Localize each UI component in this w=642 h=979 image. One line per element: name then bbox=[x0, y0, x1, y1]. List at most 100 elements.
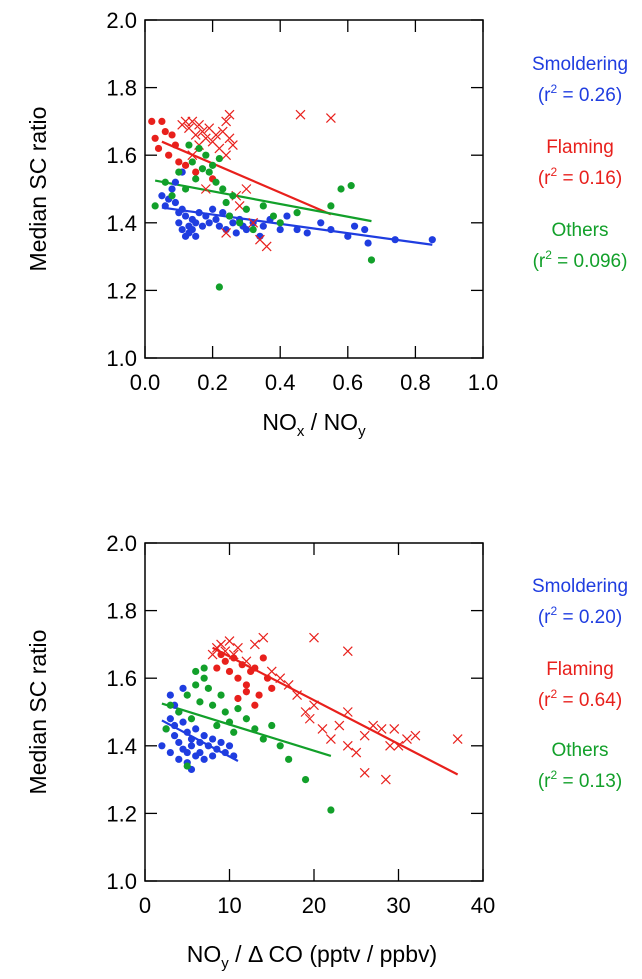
point-flaming-cross bbox=[234, 200, 245, 211]
point-flaming-cross bbox=[228, 649, 239, 660]
x-tick-labels: 0 10 20 30 40 bbox=[139, 893, 495, 918]
point-flaming-cross bbox=[266, 666, 277, 677]
point-flaming-cross bbox=[241, 656, 252, 667]
point-flaming-cross bbox=[220, 646, 231, 657]
x-title-mid: / Δ CO (pptv / ppbv) bbox=[229, 941, 437, 967]
point-smoldering bbox=[276, 225, 284, 234]
point-others bbox=[337, 185, 345, 193]
point-others bbox=[268, 721, 276, 730]
x-title-base: NO bbox=[262, 409, 297, 435]
data-points bbox=[148, 109, 436, 291]
point-flaming-cross bbox=[342, 646, 353, 657]
point-others bbox=[347, 182, 355, 190]
point-smoldering bbox=[195, 209, 203, 217]
point-flaming-cross bbox=[359, 730, 370, 741]
point-others bbox=[192, 175, 200, 183]
point-flaming-cross bbox=[368, 720, 379, 731]
point-smoldering bbox=[229, 219, 237, 227]
plot-frame bbox=[144, 542, 484, 882]
point-flaming bbox=[148, 117, 156, 125]
point-smoldering bbox=[317, 219, 325, 227]
point-smoldering bbox=[230, 752, 238, 760]
chart-panel-noy-co: 0 10 20 30 40 1.0 1.2 1.4 1.6 1.8 2.0 Median SC r… bbox=[25, 531, 628, 972]
legend-name-flaming: Flaming bbox=[546, 137, 614, 158]
point-smoldering bbox=[221, 748, 229, 757]
point-others bbox=[215, 154, 223, 163]
point-smoldering bbox=[198, 222, 207, 230]
axis-ticks bbox=[144, 542, 484, 882]
y-tick-labels: 1.0 1.2 1.4 1.6 1.8 2.0 bbox=[106, 531, 137, 894]
point-others bbox=[285, 755, 293, 763]
point-smoldering bbox=[200, 755, 208, 763]
point-flaming-cross bbox=[224, 133, 235, 144]
data-points bbox=[158, 632, 463, 814]
point-smoldering bbox=[158, 742, 166, 750]
point-flaming bbox=[158, 117, 166, 125]
point-smoldering bbox=[209, 735, 217, 743]
y-tick-label: 1.8 bbox=[106, 599, 137, 624]
y-tick-label: 2.0 bbox=[106, 8, 137, 33]
axis-ticks bbox=[144, 19, 484, 359]
y-tick-label: 1.2 bbox=[106, 278, 137, 303]
point-smoldering bbox=[209, 205, 217, 213]
x-tick-label: 1.0 bbox=[468, 370, 499, 395]
point-smoldering bbox=[215, 222, 223, 230]
y-tick-labels: 1.0 1.2 1.4 1.6 1.8 2.0 bbox=[106, 8, 137, 371]
point-smoldering bbox=[187, 742, 196, 750]
point-smoldering bbox=[166, 691, 174, 699]
point-others bbox=[293, 209, 301, 217]
point-others bbox=[230, 728, 238, 736]
point-smoldering bbox=[327, 225, 335, 234]
point-smoldering bbox=[256, 232, 264, 240]
point-smoldering bbox=[179, 718, 187, 726]
point-flaming bbox=[175, 158, 183, 166]
point-flaming-cross bbox=[194, 119, 205, 130]
point-others bbox=[202, 151, 210, 159]
x-tick-labels: 0.0 0.2 0.4 0.6 0.8 1.0 bbox=[130, 370, 499, 395]
legend-r2-flaming: (r2 = 0.16) bbox=[538, 165, 622, 189]
point-others bbox=[229, 192, 237, 200]
point-flaming-cross bbox=[224, 109, 235, 120]
point-flaming bbox=[234, 694, 242, 703]
point-flaming-cross bbox=[227, 140, 238, 150]
point-smoldering bbox=[188, 225, 196, 234]
point-others bbox=[367, 256, 376, 264]
point-smoldering bbox=[178, 205, 186, 213]
point-flaming-cross bbox=[452, 734, 463, 744]
point-flaming-cross bbox=[187, 150, 198, 161]
point-flaming bbox=[230, 654, 238, 662]
point-smoldering bbox=[175, 219, 183, 227]
point-flaming-cross bbox=[309, 700, 319, 711]
point-others bbox=[234, 705, 242, 713]
point-others bbox=[200, 674, 208, 682]
x-tick-label: 0.0 bbox=[130, 370, 161, 395]
point-flaming bbox=[263, 674, 272, 682]
point-flaming-cross bbox=[283, 680, 294, 690]
point-smoldering bbox=[219, 209, 227, 217]
point-flaming-cross bbox=[261, 241, 272, 252]
point-others bbox=[195, 144, 203, 153]
point-smoldering bbox=[202, 212, 210, 220]
legend-name-smoldering: Smoldering bbox=[532, 54, 628, 75]
point-flaming-cross bbox=[304, 713, 315, 724]
point-smoldering bbox=[350, 222, 359, 230]
point-smoldering bbox=[361, 225, 369, 234]
point-flaming-cross bbox=[233, 642, 243, 653]
point-smoldering bbox=[204, 742, 212, 750]
legend: Smoldering (r2 = 0.20) Flaming (r2 = 0.6… bbox=[532, 576, 628, 792]
point-smoldering bbox=[364, 239, 372, 247]
trend-line-flaming bbox=[161, 140, 332, 216]
point-smoldering bbox=[179, 684, 187, 692]
point-others bbox=[222, 198, 230, 207]
point-others bbox=[242, 715, 250, 723]
point-flaming bbox=[171, 141, 180, 149]
point-smoldering bbox=[196, 748, 204, 757]
point-others bbox=[242, 205, 250, 213]
point-flaming-cross bbox=[359, 767, 370, 778]
point-smoldering bbox=[192, 725, 200, 733]
point-others bbox=[187, 715, 196, 723]
point-flaming-cross bbox=[216, 639, 226, 650]
y-axis-title: Median SC ratio bbox=[25, 107, 51, 272]
legend-r2-others: (r2 = 0.096) bbox=[533, 248, 628, 272]
point-flaming-cross bbox=[249, 639, 260, 650]
